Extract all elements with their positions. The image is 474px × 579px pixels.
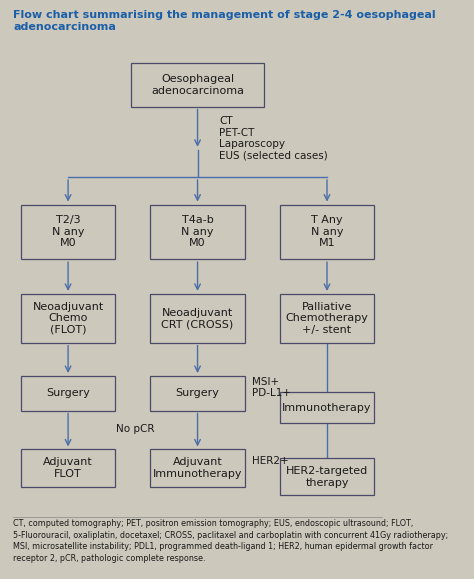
FancyBboxPatch shape xyxy=(150,294,245,343)
Text: MSI+
PD-L1+: MSI+ PD-L1+ xyxy=(253,377,292,398)
Text: HER2+: HER2+ xyxy=(253,456,289,466)
FancyBboxPatch shape xyxy=(150,376,245,411)
Text: Oesophageal
adenocarcinoma: Oesophageal adenocarcinoma xyxy=(151,74,244,96)
FancyBboxPatch shape xyxy=(280,294,374,343)
FancyBboxPatch shape xyxy=(150,449,245,487)
Text: T Any
N any
M1: T Any N any M1 xyxy=(311,215,343,248)
FancyBboxPatch shape xyxy=(21,376,115,411)
Text: Immunotherapy: Immunotherapy xyxy=(282,402,372,413)
Text: T4a-b
N any
M0: T4a-b N any M0 xyxy=(181,215,214,248)
FancyBboxPatch shape xyxy=(131,63,264,107)
FancyBboxPatch shape xyxy=(21,294,115,343)
FancyBboxPatch shape xyxy=(280,458,374,496)
Text: CT
PET-CT
Laparoscopy
EUS (selected cases): CT PET-CT Laparoscopy EUS (selected case… xyxy=(219,116,328,161)
FancyBboxPatch shape xyxy=(280,392,374,423)
Text: Neoadjuvant
CRT (CROSS): Neoadjuvant CRT (CROSS) xyxy=(162,307,234,329)
Text: Flow chart summarising the management of stage 2-4 oesophageal
adenocarcinoma: Flow chart summarising the management of… xyxy=(13,10,436,32)
Text: Adjuvant
Immunotherapy: Adjuvant Immunotherapy xyxy=(153,457,242,479)
FancyBboxPatch shape xyxy=(280,204,374,259)
Text: HER2-targeted
therapy: HER2-targeted therapy xyxy=(286,466,368,488)
FancyBboxPatch shape xyxy=(21,449,115,487)
Text: Surgery: Surgery xyxy=(175,389,219,398)
Text: T2/3
N any
M0: T2/3 N any M0 xyxy=(52,215,84,248)
Text: Neoadjuvant
Chemo
(FLOT): Neoadjuvant Chemo (FLOT) xyxy=(32,302,104,335)
Text: CT, computed tomography; PET, positron emission tomography; EUS, endoscopic ultr: CT, computed tomography; PET, positron e… xyxy=(13,519,448,563)
Text: Adjuvant
FLOT: Adjuvant FLOT xyxy=(43,457,93,479)
Text: Palliative
Chemotherapy
+/- stent: Palliative Chemotherapy +/- stent xyxy=(285,302,368,335)
FancyBboxPatch shape xyxy=(21,204,115,259)
FancyBboxPatch shape xyxy=(150,204,245,259)
Text: Surgery: Surgery xyxy=(46,389,90,398)
Text: No pCR: No pCR xyxy=(116,424,155,434)
